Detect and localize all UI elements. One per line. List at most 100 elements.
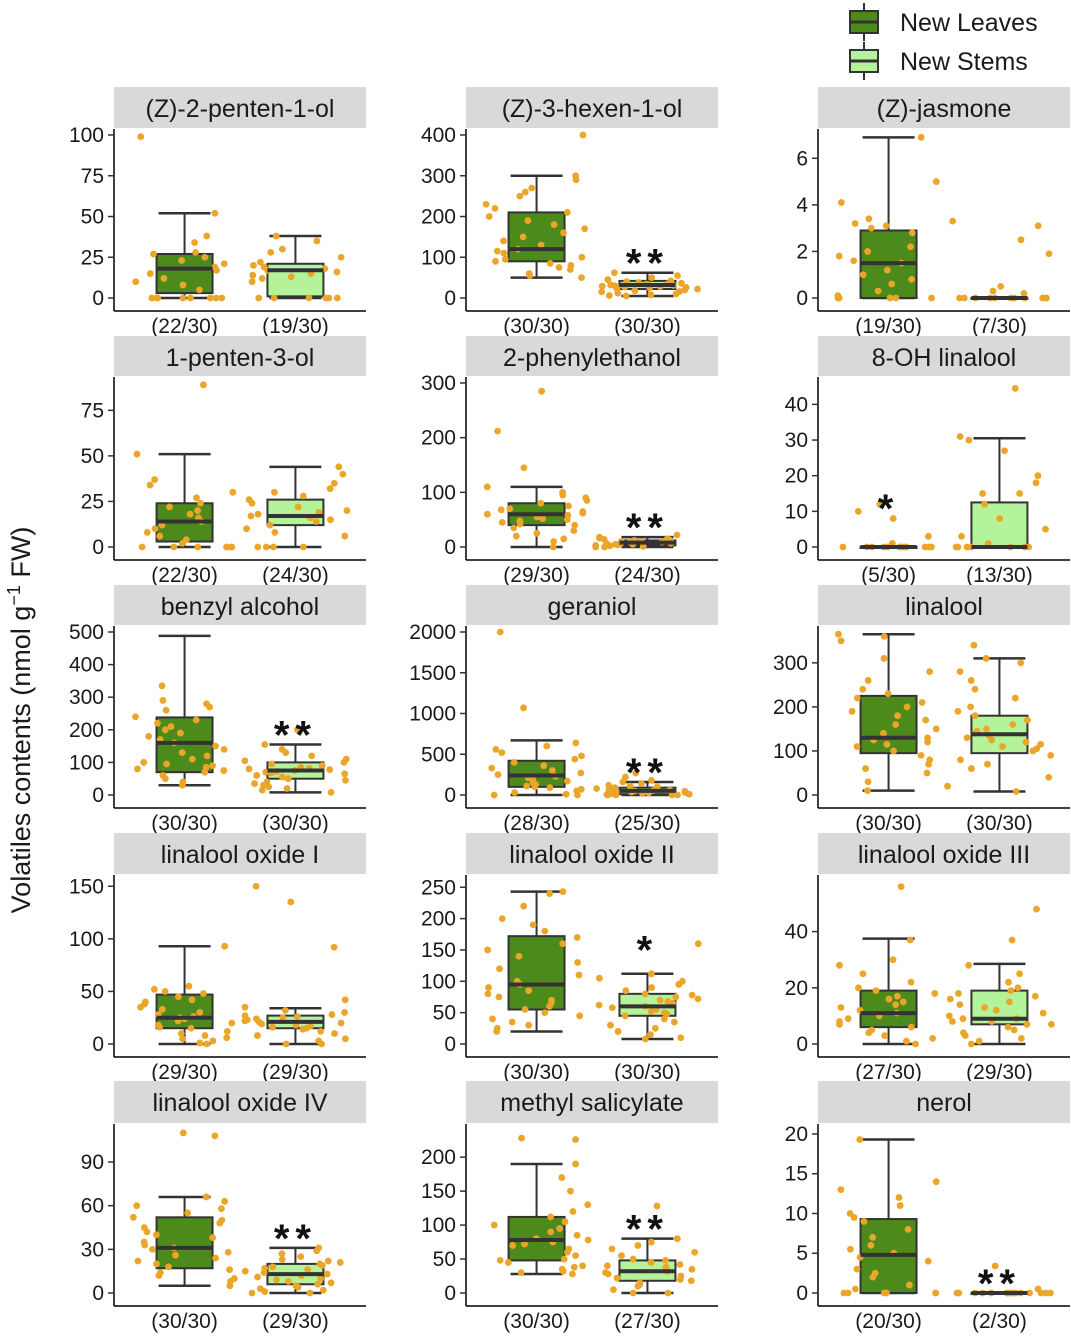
data-point [178, 749, 186, 757]
panel-2-significance: ** [626, 242, 669, 286]
data-point [965, 436, 973, 444]
data-point [965, 961, 973, 969]
data-point [330, 943, 338, 951]
panel-3-tick-label: 2 [796, 240, 808, 263]
data-point [864, 787, 871, 794]
panel-13-tick-label: 30 [81, 1238, 104, 1261]
panel-4-tick-label: 0 [92, 536, 104, 559]
data-point [929, 1034, 937, 1042]
panel-14-strip [466, 1081, 718, 1123]
sample-count: (30/30) [855, 812, 922, 835]
data-point [525, 1021, 533, 1029]
data-point [212, 294, 220, 302]
panel-12-box-new-stems: (29/30) [945, 905, 1055, 1084]
sample-count: (30/30) [503, 1310, 570, 1333]
data-point [836, 961, 843, 969]
data-point [884, 690, 892, 698]
panel-8-box-new-leaves: (28/30) [488, 628, 585, 835]
data-point [143, 1228, 151, 1236]
panel-13-tick-label: 60 [81, 1195, 104, 1218]
data-point [639, 543, 647, 550]
data-point [1024, 716, 1031, 724]
data-point [490, 1221, 498, 1229]
data-point [155, 1272, 163, 1279]
data-point [539, 515, 547, 522]
data-point [294, 1283, 302, 1291]
data-point [282, 1040, 290, 1048]
data-point [258, 275, 266, 282]
data-point [178, 539, 186, 547]
data-point [958, 532, 965, 540]
data-point [894, 712, 901, 720]
data-point [904, 1225, 912, 1233]
panel-11-tick-label: 150 [421, 939, 456, 962]
sample-count: (2/30) [972, 1310, 1027, 1333]
panel-3-tick-label: 6 [796, 147, 808, 170]
data-point [172, 1251, 179, 1259]
data-point [579, 1262, 586, 1270]
data-point [493, 1028, 501, 1035]
data-point [1042, 525, 1049, 533]
data-point [258, 1020, 266, 1028]
data-point [612, 791, 620, 799]
data-point [570, 527, 578, 534]
data-point [146, 270, 154, 277]
data-point [926, 668, 934, 676]
data-point [496, 965, 503, 973]
data-point [956, 1001, 964, 1009]
data-point [531, 783, 539, 791]
data-point [925, 760, 933, 768]
panel-15-significance: ** [978, 1262, 1021, 1306]
data-point [223, 1027, 231, 1035]
data-point [284, 775, 292, 783]
box-iqr [970, 501, 1029, 548]
data-point [573, 934, 581, 941]
panel-10: linalool oxide I 0 50 100 150 (29/30) (29/30) [69, 833, 366, 1084]
data-point [569, 1270, 576, 1278]
panel-7-tick-label: 400 [69, 654, 104, 677]
data-point [924, 738, 932, 746]
data-point [189, 755, 196, 763]
data-point [191, 239, 198, 246]
panel-15-tick-label: 15 [785, 1163, 808, 1186]
panel-6-strip [818, 336, 1070, 376]
data-point [212, 742, 219, 750]
data-point [572, 739, 580, 747]
panel-10-box-new-leaves: (29/30) [137, 942, 236, 1084]
data-point [1031, 992, 1039, 1000]
data-point [862, 765, 869, 772]
data-point [199, 381, 207, 389]
data-point [548, 767, 556, 774]
data-point [895, 1194, 903, 1201]
data-point [892, 294, 900, 302]
data-point [160, 275, 168, 282]
panel-7-tick-label: 300 [69, 686, 104, 709]
data-point [501, 255, 509, 263]
data-point [917, 133, 925, 141]
panel-2-box-new-leaves: (30/30) [482, 131, 589, 338]
data-point [179, 294, 187, 302]
data-point [1039, 1009, 1047, 1017]
data-point [484, 990, 492, 998]
data-point [161, 726, 169, 734]
data-point [619, 778, 627, 786]
data-point [248, 1289, 256, 1297]
data-point [607, 1021, 614, 1029]
data-point [132, 713, 139, 721]
sample-count: (30/30) [614, 1061, 681, 1084]
data-point [917, 751, 925, 759]
data-point [494, 771, 502, 779]
data-point [193, 494, 200, 502]
data-point [867, 1241, 875, 1249]
data-point [932, 178, 940, 185]
panel-11-strip [466, 833, 718, 874]
panel-4-strip [114, 336, 366, 376]
sample-count: (29/30) [262, 1310, 329, 1333]
data-point [500, 237, 507, 245]
data-point [991, 1262, 999, 1270]
data-point [595, 1001, 603, 1009]
data-point [880, 633, 888, 640]
data-point [629, 1289, 637, 1297]
data-point [484, 946, 491, 954]
data-point [592, 543, 600, 551]
